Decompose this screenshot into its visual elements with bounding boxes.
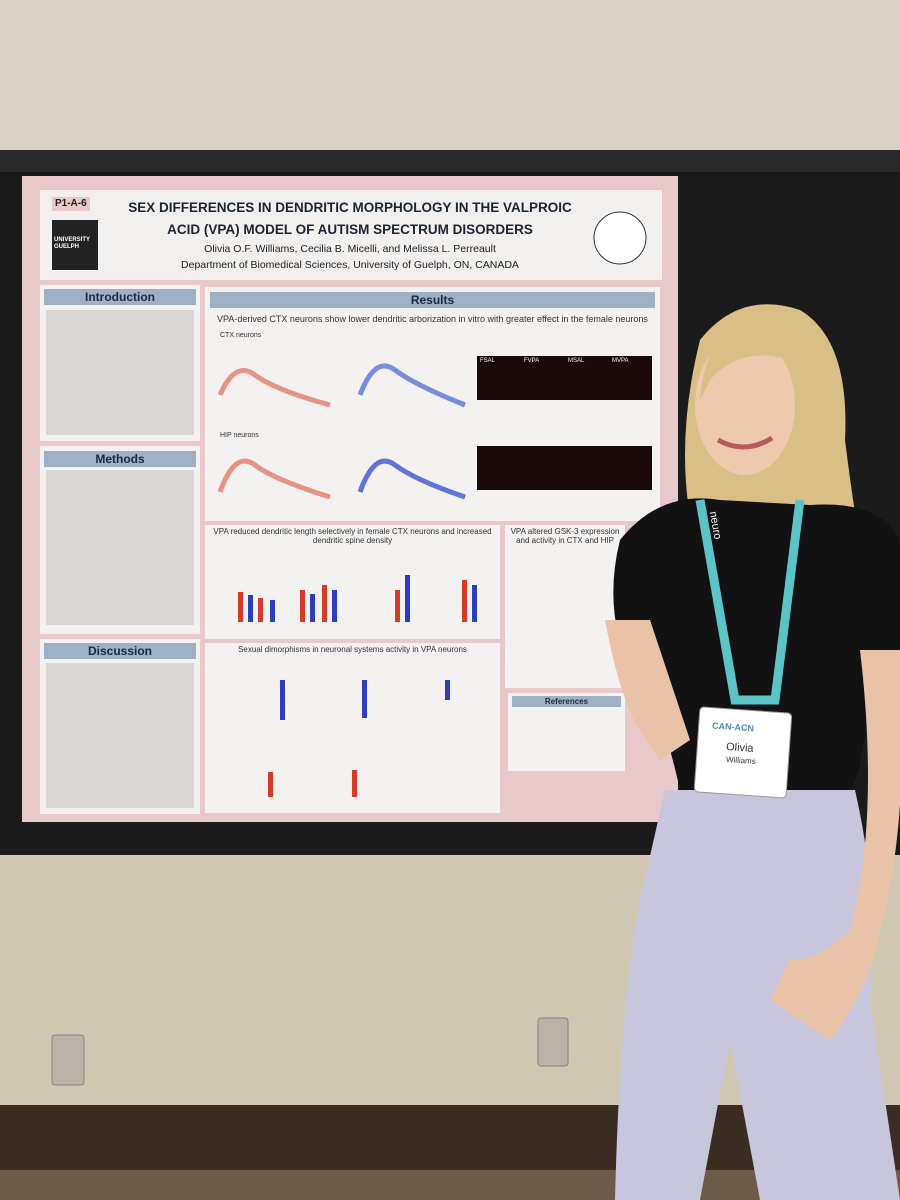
title-line: ACID (VPA) MODEL OF AUTISM SPECTRUM DISO… <box>167 222 533 237</box>
region-label: CTX neurons <box>220 332 262 339</box>
micrograph-label: FVPA <box>524 358 540 364</box>
section-heading: Results <box>210 292 655 308</box>
panel-title: VPA altered GSK-3 expression and activit… <box>510 527 620 545</box>
outlet <box>537 1017 569 1067</box>
badge-first-name: Olivia <box>725 741 754 755</box>
section-heading: Methods <box>44 451 196 467</box>
body-text-lines <box>46 310 194 808</box>
affiliation: Department of Biomedical Sciences, Unive… <box>181 259 519 271</box>
poster-header <box>40 190 662 280</box>
section-heading: Discussion <box>44 643 196 659</box>
title-line: SEX DIFFERENCES IN DENDRITIC MORPHOLOGY … <box>128 200 572 215</box>
badge-last-name: Williams <box>725 754 757 767</box>
university-logo: UNIVERSITY GUELPH <box>54 237 90 250</box>
micrograph-label: FSAL <box>480 358 496 364</box>
university-logo-box <box>52 220 98 270</box>
panel-title: Sexual dimorphisms in neuronal systems a… <box>238 645 467 654</box>
section-heading: Introduction <box>44 289 196 305</box>
authors: Olivia O.F. Williams, Cecilia B. Micelli… <box>204 243 496 255</box>
micrograph-label: MVPA <box>612 358 629 364</box>
board-frame <box>0 150 900 172</box>
board-number: P1-A-6 <box>52 197 90 211</box>
section-heading: References <box>512 696 621 707</box>
outlet <box>51 1034 85 1086</box>
wall-upper <box>0 0 900 150</box>
panel-title: VPA-derived CTX neurons show lower dendr… <box>217 314 648 324</box>
plot-thumbnails <box>217 356 652 797</box>
carpet <box>0 1170 900 1200</box>
person <box>605 304 900 1200</box>
region-label: HIP neurons <box>220 432 259 439</box>
allyship-logo <box>593 211 647 265</box>
panel-box <box>205 525 500 639</box>
micrograph-label: MSAL <box>568 358 585 364</box>
panel-title: VPA reduced dendritic length selectively… <box>213 527 492 545</box>
panel-box <box>505 525 625 688</box>
